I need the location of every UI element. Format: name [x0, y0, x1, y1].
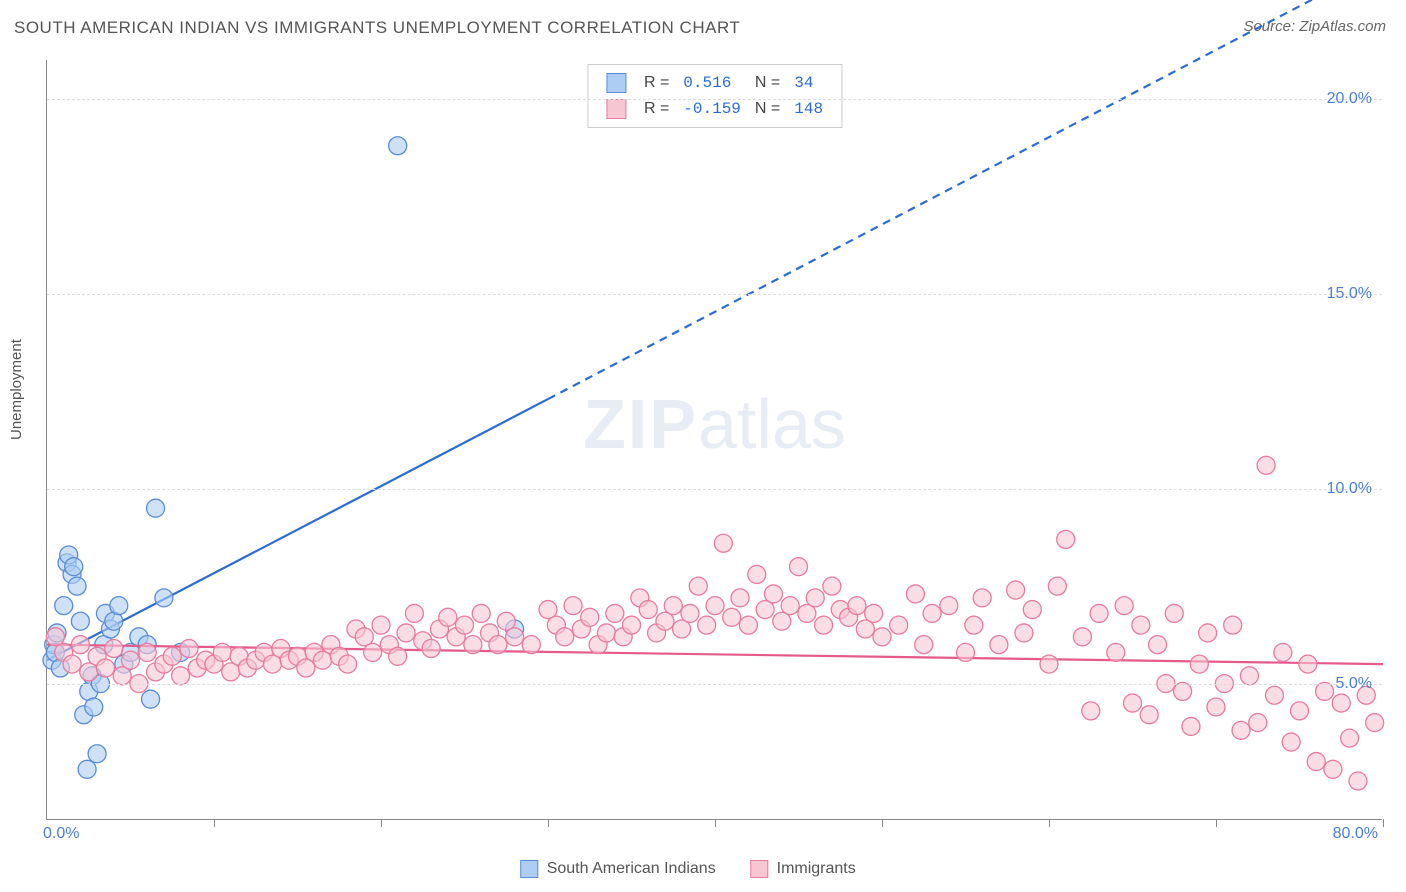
stats-row-sai: R = 0.516 N = 34 [600, 71, 829, 95]
swatch-sai [606, 73, 626, 93]
legend-label-sai: South American Indians [547, 860, 716, 877]
chart-title: SOUTH AMERICAN INDIAN VS IMMIGRANTS UNEM… [14, 18, 740, 38]
x-tick-mark [882, 819, 883, 827]
gridline [47, 99, 1382, 100]
x-tick-mark [1216, 819, 1217, 827]
y-tick-label: 15.0% [1327, 285, 1372, 303]
x-axis-min-label: 0.0% [43, 825, 79, 843]
legend-swatch-sai [520, 860, 538, 878]
stat-n-sai: 34 [788, 71, 829, 95]
stat-r-label: R = [638, 71, 675, 95]
gridline [47, 294, 1382, 295]
scatter-svg [47, 60, 1382, 819]
stats-row-imm: R = -0.159 N = 148 [600, 97, 829, 121]
x-tick-mark [548, 819, 549, 827]
x-tick-mark [715, 819, 716, 827]
stat-r-label: R = [638, 97, 675, 121]
x-tick-mark [1383, 819, 1384, 827]
y-axis-label: Unemployment [8, 339, 25, 440]
plot-area: ZIPatlas R = 0.516 N = 34 R = -0.159 N =… [46, 60, 1382, 820]
stat-r-sai: 0.516 [677, 71, 747, 95]
stat-n-imm: 148 [788, 97, 829, 121]
swatch-imm [606, 99, 626, 119]
stat-r-imm: -0.159 [677, 97, 747, 121]
y-tick-label: 20.0% [1327, 90, 1372, 108]
y-tick-label: 5.0% [1336, 675, 1372, 693]
bottom-legend: South American Indians Immigrants [520, 860, 885, 878]
x-axis-max-label: 80.0% [1333, 825, 1378, 843]
stats-table: R = 0.516 N = 34 R = -0.159 N = 148 [598, 69, 831, 123]
source-credit: Source: ZipAtlas.com [1243, 18, 1386, 35]
y-tick-label: 10.0% [1327, 480, 1372, 498]
gridline [47, 489, 1382, 490]
legend-swatch-imm [750, 860, 768, 878]
legend-label-imm: Immigrants [777, 860, 856, 877]
stat-n-label: N = [749, 97, 786, 121]
stat-n-label: N = [749, 71, 786, 95]
x-tick-mark [381, 819, 382, 827]
gridline [47, 684, 1382, 685]
correlation-stats-box: R = 0.516 N = 34 R = -0.159 N = 148 [587, 64, 842, 128]
x-tick-mark [1049, 819, 1050, 827]
x-tick-mark [214, 819, 215, 827]
